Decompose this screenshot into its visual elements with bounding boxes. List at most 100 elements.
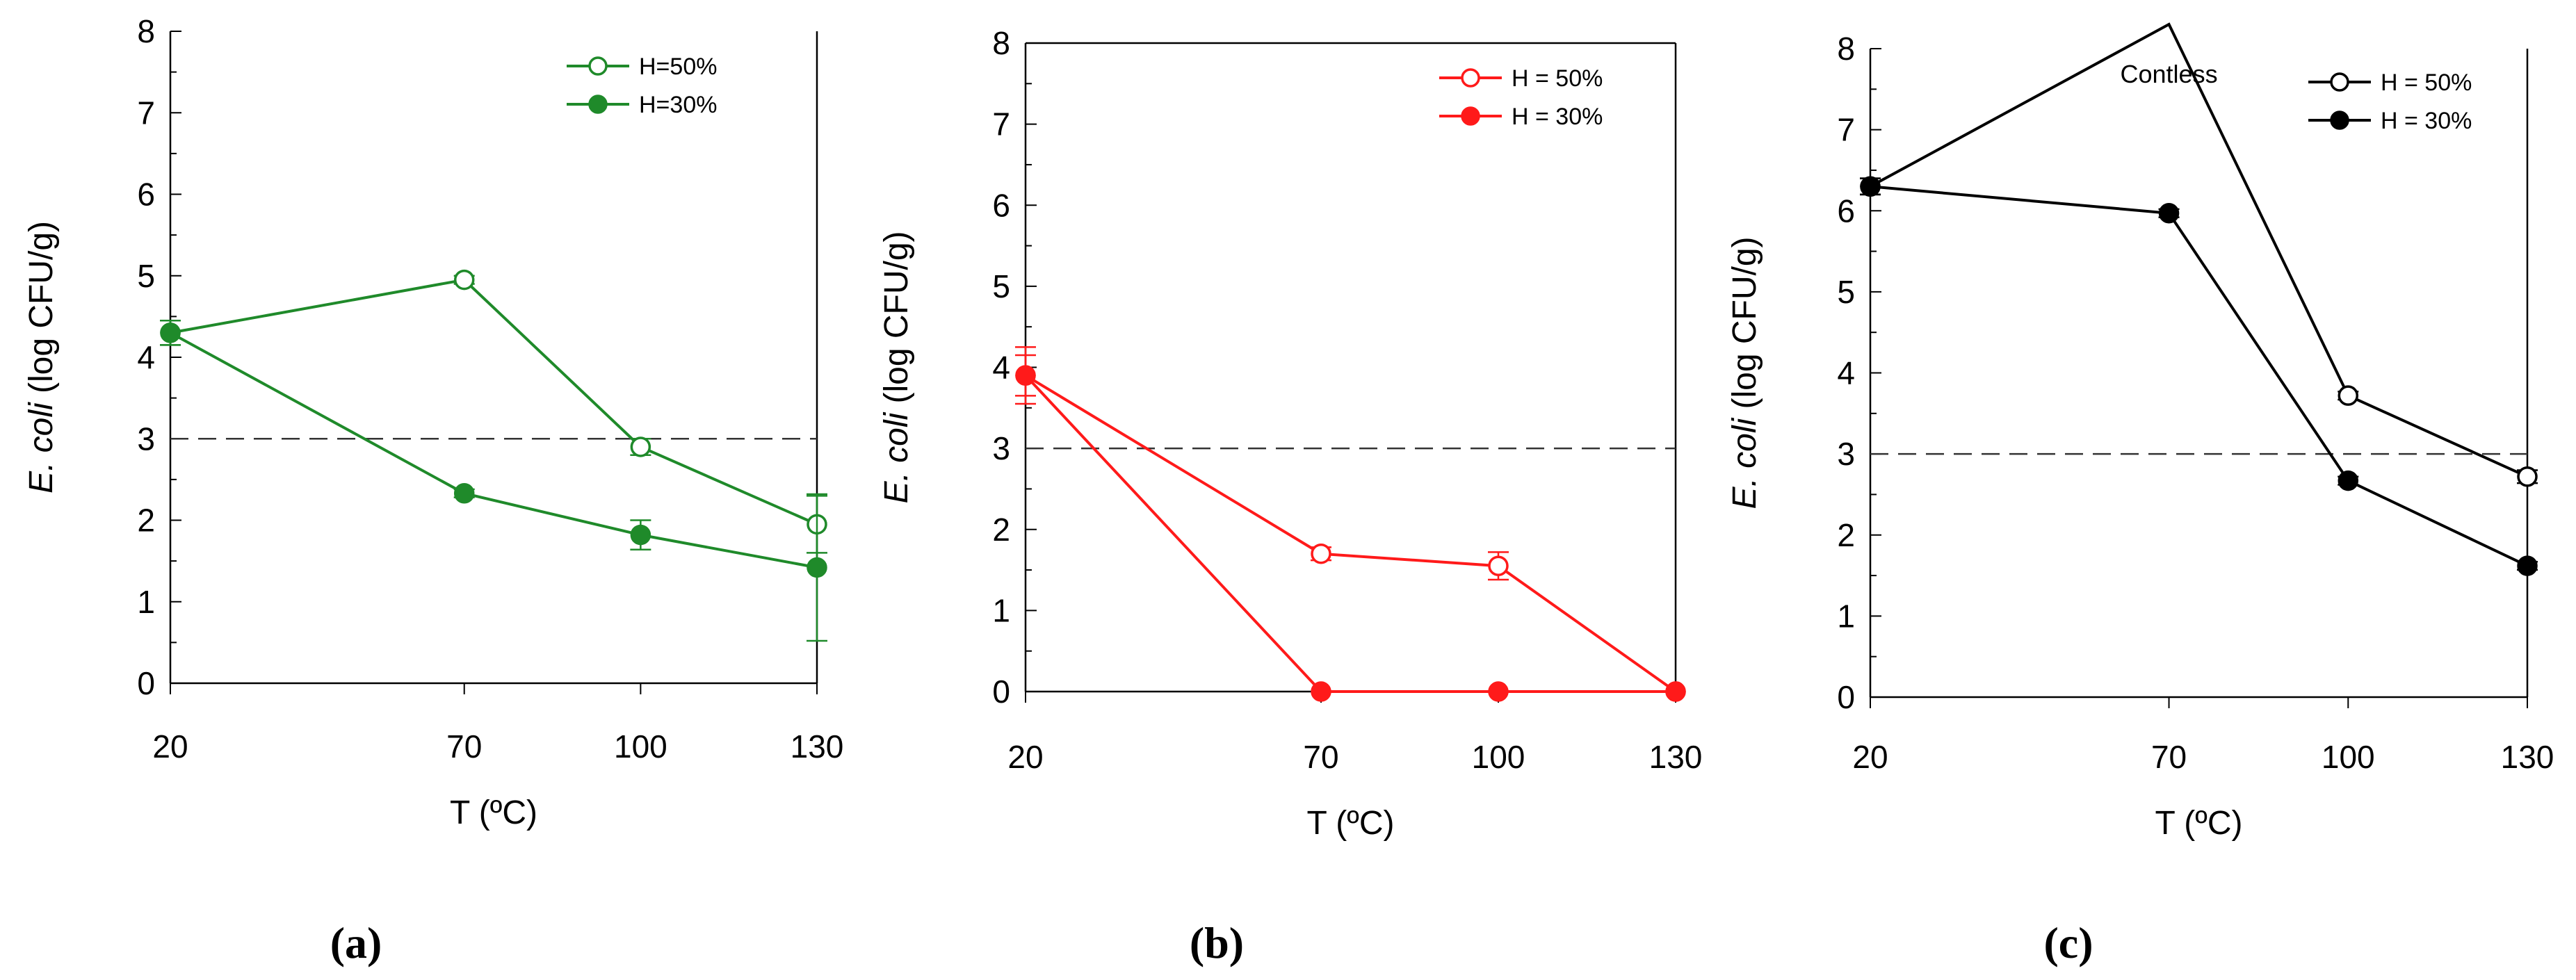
x-axis-title: T (ºC) <box>2155 805 2243 842</box>
data-point <box>2338 470 2359 491</box>
y-axis-title: E. coli (log CFU/g) <box>878 231 915 503</box>
series-line <box>1870 22 2528 478</box>
x-tick-label: 20 <box>152 728 188 765</box>
y-axis-title-italic: E. coli <box>23 402 60 493</box>
y-tick-label: 1 <box>137 584 155 620</box>
legend-label: H = 30% <box>2381 108 2472 134</box>
legend-label: H = 50% <box>2381 70 2472 96</box>
legend-label: H = 50% <box>1512 65 1603 92</box>
x-tick-label: 100 <box>1472 739 1525 775</box>
y-tick-label: 4 <box>137 339 155 375</box>
y-tick-label: 3 <box>992 430 1010 466</box>
y-axis-title-italic: E. coli <box>878 412 915 504</box>
legend-item-2: H=30% <box>567 92 717 118</box>
data-point <box>1665 681 1686 702</box>
y-tick-label: 0 <box>992 673 1010 710</box>
y-tick-label: 6 <box>992 187 1010 223</box>
series-line <box>1870 185 2528 567</box>
legend-marker <box>2330 111 2349 130</box>
data-point <box>453 269 475 291</box>
x-tick-label: 130 <box>791 728 844 765</box>
data-point <box>1488 555 1509 576</box>
y-tick-label: 6 <box>1837 193 1855 229</box>
y-tick-label: 2 <box>992 512 1010 548</box>
data-point <box>2158 202 2180 224</box>
y-tick-label: 6 <box>137 177 155 213</box>
x-tick-label: 130 <box>2501 739 2554 775</box>
legend-marker <box>588 56 608 76</box>
annotation-label: Contless <box>2121 60 2218 88</box>
data-point <box>1488 681 1509 702</box>
y-tick-label: 8 <box>137 13 155 49</box>
y-axis-title-italic: E. coli <box>1726 418 1763 509</box>
panel-label: (c) <box>2043 918 2093 967</box>
data-point <box>1311 543 1331 564</box>
y-axis-title-rest: (log CFU/g) <box>1726 236 1763 418</box>
legend-item-2: H = 30% <box>1439 104 1603 130</box>
series-line <box>170 332 818 569</box>
y-tick-label: 7 <box>992 106 1010 142</box>
y-tick-label: 4 <box>1837 355 1855 391</box>
y-tick-label: 7 <box>137 95 155 131</box>
chart-panel-1: 0 1 2 3 4 5 6 7 8 20 70 100 130 T (ºC) E. coli (log CF… <box>23 13 843 967</box>
x-tick-label: 70 <box>2151 739 2187 775</box>
y-axis-title-rest: (log CFU/g) <box>23 221 60 402</box>
panel-label: (b) <box>1190 918 1244 967</box>
x-axis-title: T (ºC) <box>450 794 537 831</box>
y-tick-label: 1 <box>992 592 1010 628</box>
y-tick-label: 8 <box>992 25 1010 61</box>
x-tick-label: 20 <box>1007 739 1043 775</box>
y-tick-label: 8 <box>1837 31 1855 67</box>
data-point <box>160 322 181 343</box>
y-axis-title: E. coli (log CFU/g) <box>23 221 60 493</box>
data-point <box>1311 681 1331 702</box>
y-axis-title-rest: (log CFU/g) <box>878 231 915 412</box>
legend-label: H = 30% <box>1512 104 1603 130</box>
data-point <box>630 436 651 457</box>
legend-marker <box>588 95 608 114</box>
y-tick-label: 0 <box>1837 679 1855 715</box>
series-1 <box>1015 346 1686 702</box>
data-point <box>453 483 475 504</box>
legend-marker <box>1461 106 1480 126</box>
y-tick-label: 5 <box>1837 274 1855 310</box>
x-tick-label: 70 <box>1303 739 1338 775</box>
series-2 <box>1015 354 1686 702</box>
y-tick-label: 3 <box>137 420 155 457</box>
legend-item-2: H = 30% <box>2308 108 2472 134</box>
y-tick-label: 5 <box>992 268 1010 304</box>
y-tick-label: 2 <box>137 503 155 539</box>
legend-label: H=30% <box>639 92 717 118</box>
legend-marker <box>2330 72 2349 92</box>
x-tick-label: 100 <box>2322 739 2375 775</box>
legend-item-1: H=50% <box>567 54 717 80</box>
y-tick-label: 0 <box>137 665 155 701</box>
x-axis-title: T (ºC) <box>1307 805 1395 842</box>
data-point <box>1015 365 1036 386</box>
x-tick-label: 100 <box>614 728 667 765</box>
y-tick-label: 2 <box>1837 517 1855 553</box>
data-point <box>807 557 827 578</box>
data-point <box>2517 555 2538 576</box>
series-line <box>170 278 818 526</box>
legend-item-1: H = 50% <box>1439 65 1603 92</box>
data-point <box>630 524 651 546</box>
series-1 <box>160 269 827 554</box>
chart-panel-3: 0 1 2 3 4 5 6 7 8 20 70 100 130 T (ºC) E. coli (log CF… <box>1726 22 2554 967</box>
y-tick-label: 7 <box>1837 112 1855 148</box>
series-2 <box>160 319 827 642</box>
x-tick-label: 70 <box>446 728 482 765</box>
panel-label: (a) <box>330 918 382 967</box>
chart-panel-2: 0 1 2 3 4 5 6 7 8 20 70 100 130 T (ºC) E. coli (log CF… <box>878 25 1702 967</box>
data-point <box>2338 385 2359 406</box>
series-line <box>1024 374 1677 693</box>
data-point <box>2517 466 2538 487</box>
y-tick-label: 3 <box>1837 436 1855 472</box>
legend-marker <box>1461 68 1480 88</box>
legend-item-1: H = 50% <box>2308 70 2472 96</box>
series-2 <box>1860 176 2538 576</box>
y-tick-label: 1 <box>1837 598 1855 634</box>
y-tick-label: 5 <box>137 258 155 294</box>
y-tick-label: 4 <box>992 350 1010 386</box>
